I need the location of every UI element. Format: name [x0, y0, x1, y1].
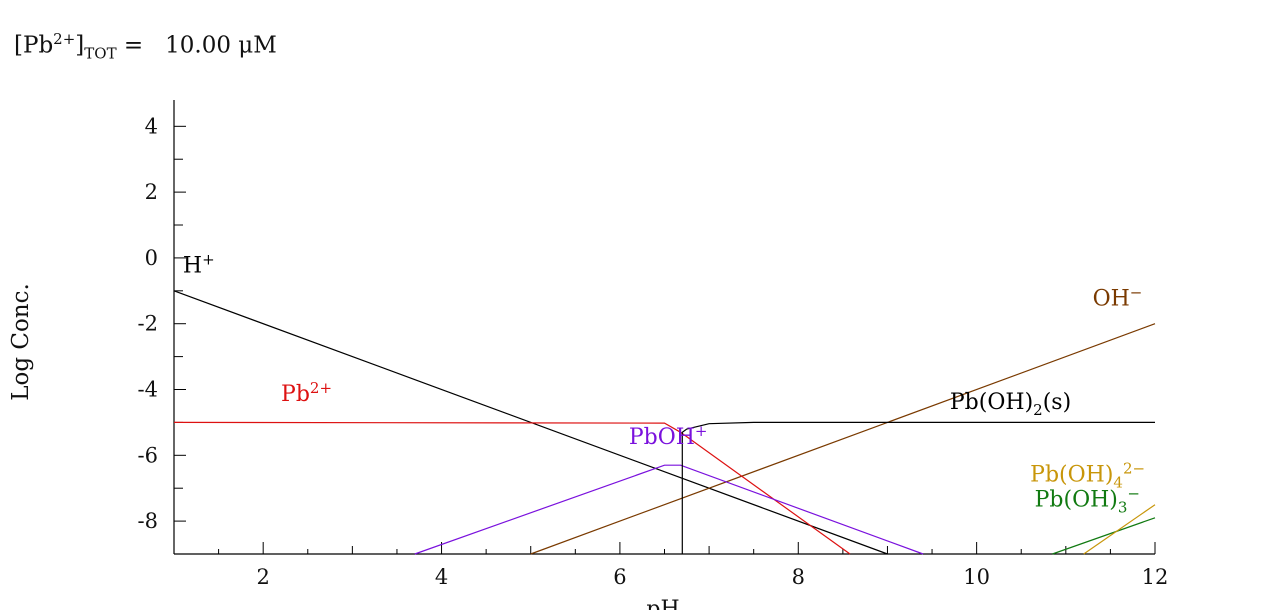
y-tick-label: -8 [138, 509, 158, 533]
series-label: Pb2+ [281, 379, 332, 407]
axes: 4 2 0 -2 -4 -6 -8 2 4 6 8 10 12 [138, 100, 1169, 589]
x-tick-label: 12 [1142, 565, 1169, 589]
header-value: 10.00 μM [165, 32, 277, 59]
series-line-pb-oh-2-s- [681, 421, 1155, 554]
series-lines [173, 290, 1156, 555]
y-tick-label: -2 [138, 312, 158, 336]
total-lead-concentration: [Pb2+]TOT = 10.00 μM [14, 30, 277, 62]
series-label: Pb(OH)42− [1030, 460, 1145, 492]
series-label: H+ [183, 251, 215, 279]
series-line-oh- [530, 323, 1156, 555]
y-tick-label: 0 [145, 246, 158, 270]
series-line-pb-oh-4-2- [1083, 504, 1156, 555]
series-line-pb-oh-3- [1052, 517, 1156, 555]
series-label: PbOH+ [629, 422, 708, 450]
y-tick-label: -6 [138, 443, 158, 467]
header-charge: 2+ [53, 30, 76, 48]
header-equals: = [116, 32, 144, 59]
header-close: ] [75, 32, 85, 59]
series-label: OH− [1093, 284, 1143, 312]
x-tick-label: 2 [256, 565, 269, 589]
series-labels: H+ OH− Pb2+ PbOH+ Pb(OH)2(s) Pb(OH)3−Pb(OH)42… [183, 251, 1145, 517]
series-label: Pb(OH)3− [1035, 484, 1140, 516]
series-line-pb2- [173, 421, 851, 555]
x-axis-label: pH [646, 597, 679, 610]
x-tick-label: 4 [435, 565, 448, 589]
y-axis-label: Log Conc. [8, 283, 34, 401]
y-tick-label: 2 [145, 180, 158, 204]
x-tick-label: 6 [613, 565, 626, 589]
header-species: [Pb [14, 32, 54, 59]
header-subscript: TOT [84, 44, 117, 63]
x-tick-label: 10 [963, 565, 990, 589]
series-line-pboh- [414, 464, 924, 555]
series-label: Pb(OH)2(s) [950, 390, 1071, 419]
y-tick-label: 4 [145, 114, 158, 138]
y-tick-label: -4 [138, 378, 158, 402]
x-tick-label: 8 [792, 565, 805, 589]
